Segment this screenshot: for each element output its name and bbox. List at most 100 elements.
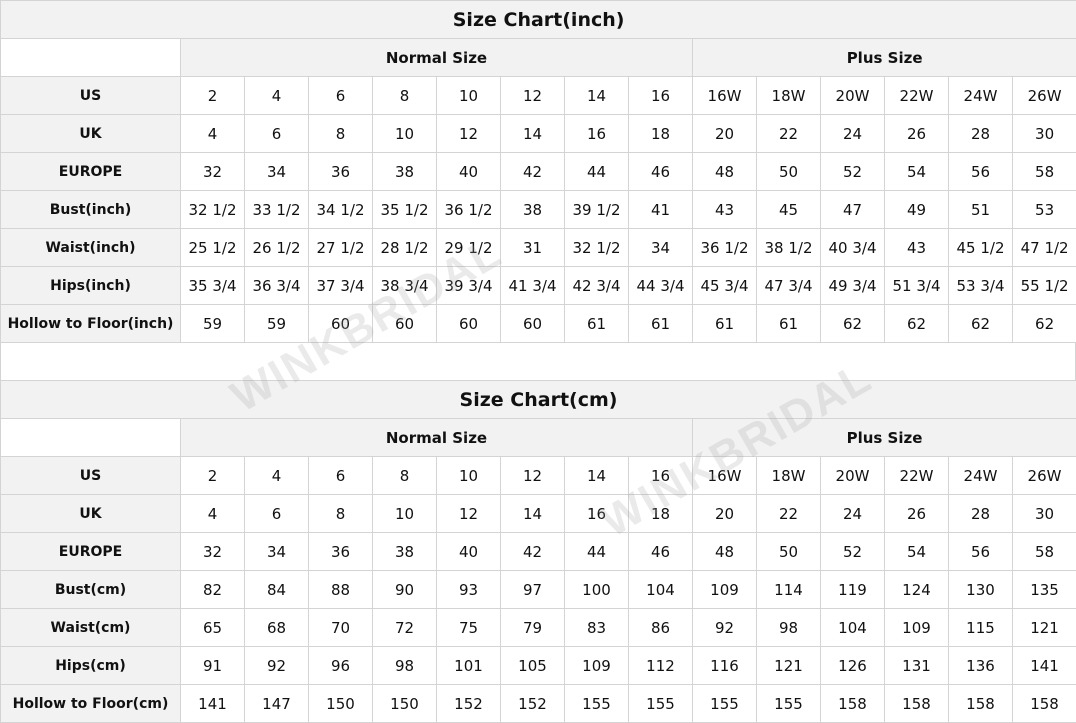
table-cell: 34 [244, 152, 309, 191]
table-cell: 34 [628, 228, 693, 267]
table-cell: 75 [436, 608, 501, 647]
table-cell: 22 [756, 114, 821, 153]
table-cell: 44 [564, 532, 629, 571]
table-cell: 84 [244, 570, 309, 609]
title-row: Size Chart(cm) [0, 380, 1076, 419]
table-cell: 101 [436, 646, 501, 685]
table-row: Waist(inch) 25 1/2 26 1/2 27 1/2 28 1/2 29 1/… [0, 228, 1076, 267]
table-cell: 2 [180, 76, 245, 115]
table-cell: 18W [756, 76, 821, 115]
table-cell: 34 [244, 532, 309, 571]
table-cell: 32 1/2 [564, 228, 629, 267]
table-cell: 68 [244, 608, 309, 647]
table-row: EUROPE 32 34 36 38 40 42 44 46 48 50 52 54 56 58 [0, 152, 1076, 191]
table-cell: 47 1/2 [1011, 228, 1076, 267]
empty-corner-cell [0, 418, 181, 457]
table-cell: 44 3/4 [628, 266, 693, 305]
table-cell: 8 [372, 76, 437, 115]
group-header-plus-size: Plus Size [691, 418, 1076, 457]
table-cell: 14 [564, 76, 629, 115]
table-cell: 97 [500, 570, 565, 609]
table-cell: 38 1/2 [756, 228, 821, 267]
table-cell: 109 [692, 570, 757, 609]
table-cell: 60 [372, 304, 437, 343]
table-cell: 136 [948, 646, 1013, 685]
table-cell: 2 [180, 456, 245, 495]
table-cell: 30 [1011, 494, 1076, 533]
table-cell: 91 [180, 646, 245, 685]
table-cell: 28 [948, 494, 1013, 533]
table-title: Size Chart(cm) [0, 380, 1076, 419]
table-cell: 61 [692, 304, 757, 343]
table-cell: 12 [500, 76, 565, 115]
table-cell: 98 [756, 608, 821, 647]
table-cell: 130 [948, 570, 1013, 609]
table-cell: 55 1/2 [1011, 266, 1076, 305]
table-cell: 88 [308, 570, 373, 609]
table-cell: 45 1/2 [948, 228, 1013, 267]
table-cell: 41 3/4 [500, 266, 565, 305]
table-cell: 22W [884, 76, 949, 115]
table-cell: 155 [564, 684, 629, 723]
table-cell: 131 [884, 646, 949, 685]
table-cell: 158 [884, 684, 949, 723]
group-header-normal-size: Normal Size [180, 38, 693, 77]
table-cell: 8 [308, 114, 373, 153]
table-cell: 61 [628, 304, 693, 343]
table-cell: 6 [308, 76, 373, 115]
table-cell: 49 3/4 [820, 266, 885, 305]
table-cell: 6 [244, 114, 309, 153]
table-cell: 62 [884, 304, 949, 343]
table-cell: 46 [628, 152, 693, 191]
table-cell: 36 [308, 532, 373, 571]
table-cell: 48 [692, 152, 757, 191]
table-cell: 105 [500, 646, 565, 685]
table-cell: 35 3/4 [180, 266, 245, 305]
table-cell: 38 [500, 190, 565, 229]
table-cell: 93 [436, 570, 501, 609]
table-cell: 20 [692, 494, 757, 533]
table-cell: 26 [884, 494, 949, 533]
table-cell: 4 [180, 494, 245, 533]
table-cell: 24 [820, 494, 885, 533]
table-cell: 32 1/2 [180, 190, 245, 229]
table-cell: 10 [372, 494, 437, 533]
table-cell: 39 1/2 [564, 190, 629, 229]
table-cell: 83 [564, 608, 629, 647]
table-cell: 35 1/2 [372, 190, 437, 229]
row-label: Waist(cm) [0, 608, 181, 647]
table-cell: 36 [308, 152, 373, 191]
table-cell: 82 [180, 570, 245, 609]
table-cell: 42 3/4 [564, 266, 629, 305]
table-cell: 16 [564, 494, 629, 533]
table-cell: 6 [244, 494, 309, 533]
row-label: Bust(inch) [0, 190, 181, 229]
table-cell: 25 1/2 [180, 228, 245, 267]
table-cell: 20W [820, 456, 885, 495]
table-cell: 96 [308, 646, 373, 685]
table-cell: 60 [436, 304, 501, 343]
table-cell: 90 [372, 570, 437, 609]
table-cell: 10 [436, 76, 501, 115]
table-cell: 150 [308, 684, 373, 723]
table-cell: 50 [756, 532, 821, 571]
table-cell: 16W [692, 76, 757, 115]
table-cell: 116 [692, 646, 757, 685]
size-chart-inch-table: Size Chart(inch) Normal Size Plus Size US 2 4… [0, 0, 1076, 343]
table-cell: 56 [948, 532, 1013, 571]
table-row: UK 4 6 8 10 12 14 16 18 20 22 24 26 28 30 [0, 494, 1076, 533]
table-cell: 28 [948, 114, 1013, 153]
table-cell: 152 [500, 684, 565, 723]
table-cell: 16 [564, 114, 629, 153]
table-row: Hollow to Floor(inch) 59 59 60 60 60 60 61 61 61 6… [0, 304, 1076, 343]
table-cell: 112 [628, 646, 693, 685]
table-cell: 53 3/4 [948, 266, 1013, 305]
table-cell: 40 3/4 [820, 228, 885, 267]
row-label: UK [0, 494, 181, 533]
table-cell: 51 [948, 190, 1013, 229]
table-cell: 50 [756, 152, 821, 191]
table-cell: 79 [500, 608, 565, 647]
table-cell: 61 [564, 304, 629, 343]
title-row: Size Chart(inch) [0, 0, 1076, 39]
table-cell: 109 [884, 608, 949, 647]
